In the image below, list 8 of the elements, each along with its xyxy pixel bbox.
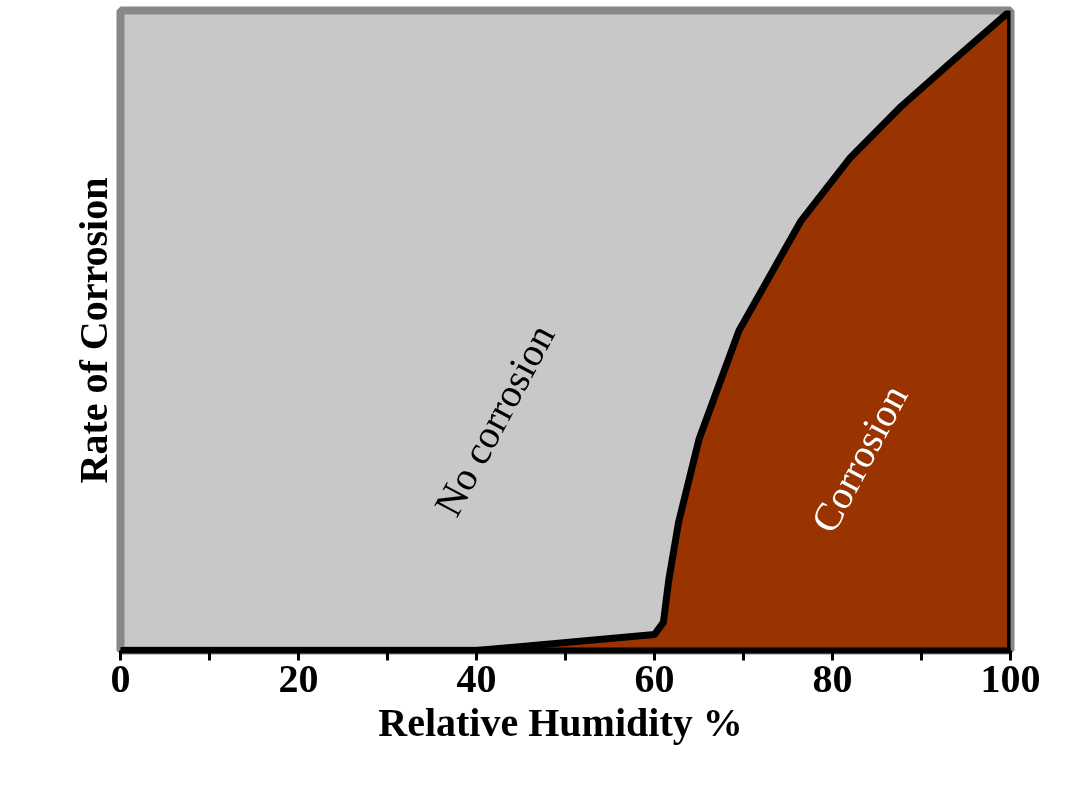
- x-tick-label: 60: [634, 655, 675, 701]
- x-tick-label: 100: [980, 655, 1041, 701]
- x-tick-label: 40: [456, 655, 497, 701]
- x-axis-title: Relative Humidity %: [378, 699, 743, 745]
- y-axis-title: Rate of Corrosion: [70, 177, 116, 484]
- x-tick-label: 80: [812, 655, 853, 701]
- x-tick-label: 20: [278, 655, 319, 701]
- x-tick-label: 0: [110, 655, 131, 701]
